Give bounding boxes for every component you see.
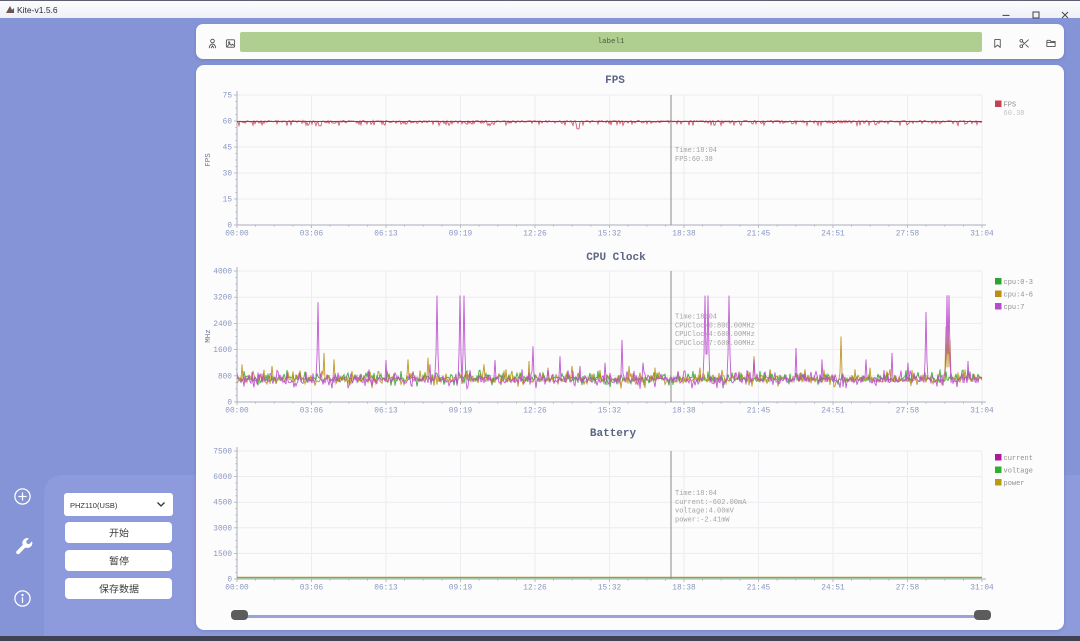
svg-text:24:51: 24:51 [821,408,845,416]
svg-text:2400: 2400 [213,321,232,329]
svg-text:24:51: 24:51 [821,231,845,239]
svg-text:12:26: 12:26 [523,231,547,239]
svg-text:21:45: 21:45 [747,231,771,239]
svg-text:6000: 6000 [213,474,232,482]
svg-text:current: current [1004,455,1033,463]
svg-text:CPUClock7:600.00MHz: CPUClock7:600.00MHz [675,340,755,348]
svg-text:800: 800 [218,373,232,381]
svg-text:voltage: voltage [1004,468,1033,476]
svg-text:FPS:60.38: FPS:60.38 [675,156,713,164]
svg-text:24:51: 24:51 [821,585,845,593]
svg-text:4000: 4000 [213,269,232,277]
svg-text:03:06: 03:06 [300,408,324,416]
svg-text:03:06: 03:06 [300,231,324,239]
svg-text:27:58: 27:58 [896,408,920,416]
svg-text:CPUClock0:800.00MHz: CPUClock0:800.00MHz [675,322,755,330]
svg-text:3000: 3000 [213,525,232,533]
svg-text:4500: 4500 [213,500,232,508]
svg-text:Time:18:04: Time:18:04 [675,314,717,322]
svg-text:00:00: 00:00 [225,585,249,593]
svg-text:15:32: 15:32 [598,585,622,593]
svg-text:45: 45 [223,145,233,153]
svg-text:7500: 7500 [213,449,232,457]
svg-text:FPS: FPS [1004,102,1017,110]
svg-text:30: 30 [223,171,233,179]
svg-text:FPS: FPS [605,75,625,87]
svg-text:0: 0 [227,400,232,408]
svg-text:voltage:4.00mV: voltage:4.00mV [675,508,735,516]
svg-text:CPUClock4:600.00MHz: CPUClock4:600.00MHz [675,331,755,339]
svg-text:15:32: 15:32 [598,231,622,239]
svg-text:27:58: 27:58 [896,585,920,593]
svg-text:1500: 1500 [213,551,232,559]
svg-text:18:38: 18:38 [672,585,696,593]
svg-text:31:04: 31:04 [970,408,994,416]
svg-text:06:13: 06:13 [374,585,398,593]
svg-text:12:26: 12:26 [523,408,547,416]
svg-text:18:38: 18:38 [672,231,696,239]
svg-text:0: 0 [227,223,232,231]
svg-text:00:00: 00:00 [225,408,249,416]
svg-text:75: 75 [223,93,233,101]
svg-text:CPU Clock: CPU Clock [586,252,646,264]
svg-text:31:04: 31:04 [970,585,994,593]
svg-text:Time:18:04: Time:18:04 [675,147,717,155]
svg-text:27:58: 27:58 [896,231,920,239]
svg-text:09:19: 09:19 [449,408,473,416]
svg-text:cpu:7: cpu:7 [1004,304,1025,312]
svg-text:21:45: 21:45 [747,408,771,416]
svg-text:06:13: 06:13 [374,408,398,416]
svg-text:09:19: 09:19 [449,231,473,239]
svg-text:00:00: 00:00 [225,231,249,239]
svg-text:current:-602.00mA: current:-602.00mA [675,499,747,507]
svg-text:15:32: 15:32 [598,408,622,416]
svg-text:cpu:4-6: cpu:4-6 [1004,292,1033,300]
svg-text:Time:18:04: Time:18:04 [675,490,717,498]
svg-text:power: power [1004,480,1025,488]
svg-text:power:-2.41mW: power:-2.41mW [675,516,730,524]
svg-text:21:45: 21:45 [747,585,771,593]
svg-text:06:13: 06:13 [374,231,398,239]
svg-text:cpu:0-3: cpu:0-3 [1004,279,1033,287]
svg-text:60.38: 60.38 [1004,110,1025,118]
svg-text:31:04: 31:04 [970,231,994,239]
svg-text:1600: 1600 [213,347,232,355]
svg-text:3200: 3200 [213,295,232,303]
svg-text:18:38: 18:38 [672,408,696,416]
svg-text:03:06: 03:06 [300,585,324,593]
svg-text:12:26: 12:26 [523,585,547,593]
svg-text:FPS: FPS [205,153,213,167]
svg-text:Battery: Battery [590,428,637,440]
svg-text:MHz: MHz [205,329,213,343]
svg-text:0: 0 [227,577,232,585]
svg-text:15: 15 [223,197,233,205]
svg-text:60: 60 [223,119,233,127]
svg-text:09:19: 09:19 [449,585,473,593]
